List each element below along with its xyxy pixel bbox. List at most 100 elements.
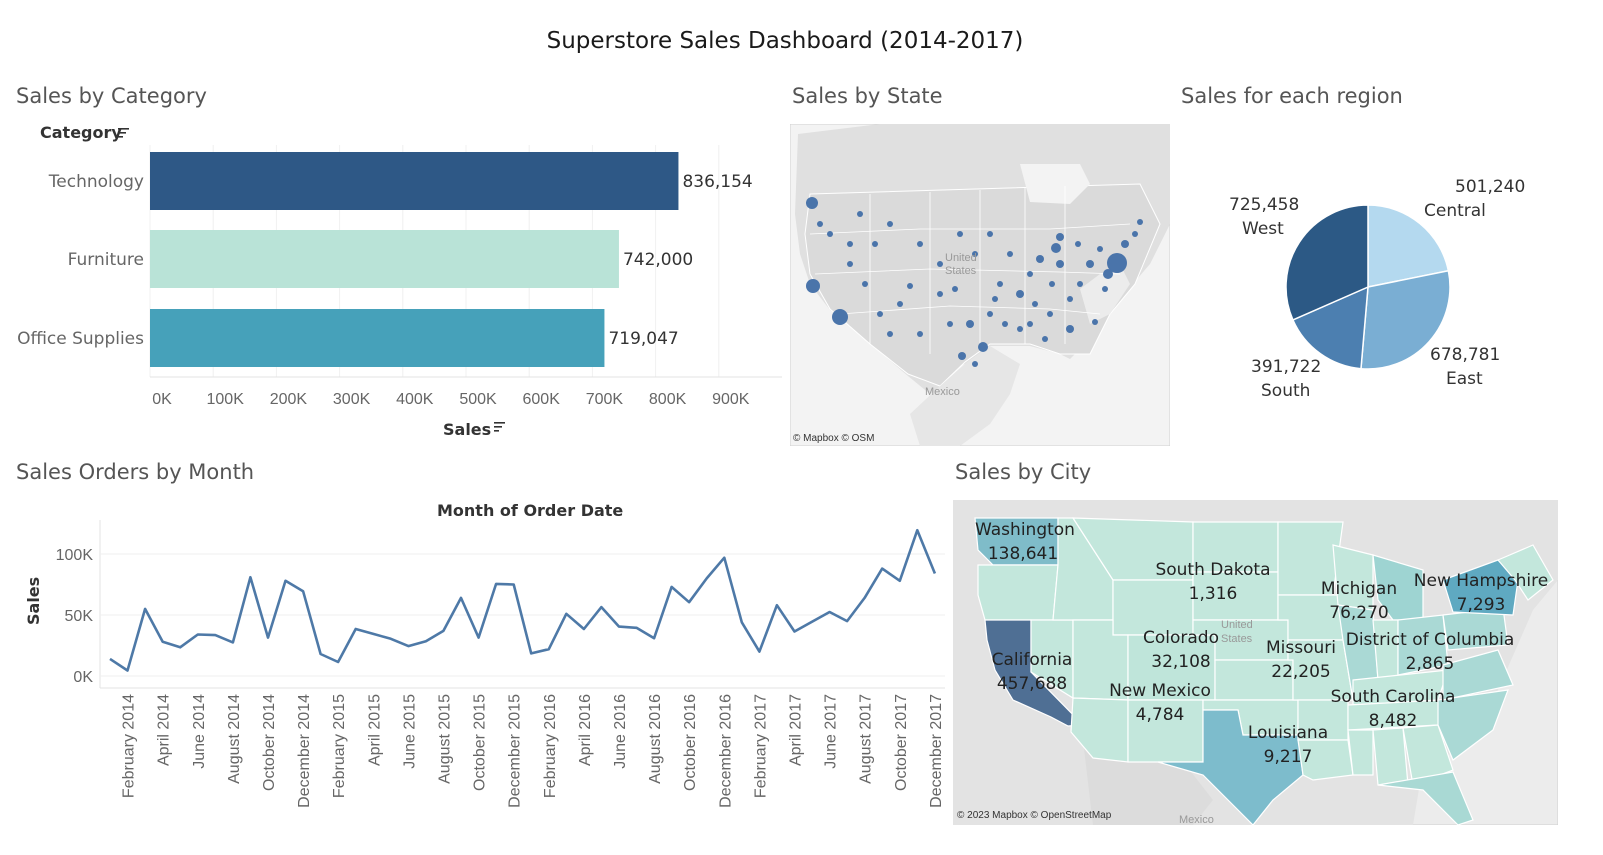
y-axis-title: Sales [24, 577, 43, 625]
state-sales-symbol[interactable] [937, 291, 943, 297]
state-sales-symbol[interactable] [887, 221, 893, 227]
x-tick-label: 300K [333, 391, 371, 408]
state-new-england [1497, 544, 1554, 601]
city-map[interactable]: United States Mexico Washington 138,641 … [953, 500, 1558, 825]
state-sales-symbol[interactable] [1027, 321, 1033, 327]
bar-furniture[interactable] [150, 230, 619, 288]
state-sales-symbol[interactable] [972, 251, 978, 257]
state-sales-symbol[interactable] [1042, 336, 1048, 342]
state-sales-symbol[interactable] [1016, 290, 1024, 298]
state-sales-symbol[interactable] [987, 231, 993, 237]
state-sales-symbol[interactable] [897, 301, 903, 307]
x-tick-label: June 2016 [612, 694, 629, 769]
state-sales-symbol[interactable] [917, 331, 923, 337]
state-arizona [1070, 697, 1129, 763]
state-sales-symbol[interactable] [1102, 286, 1108, 292]
state-sales-symbol[interactable] [1086, 260, 1094, 268]
pie-slice-south[interactable] [1291, 285, 1369, 370]
bar-technology[interactable] [150, 152, 679, 210]
x-tick-label: October 2015 [472, 694, 489, 791]
state-sales-symbol[interactable] [992, 296, 998, 302]
state-sales-symbol[interactable] [987, 311, 993, 317]
month-line-chart: Month of Order Date Sales 0K 50K 100K Febr… [24, 501, 945, 808]
map-land [795, 124, 1170, 446]
x-tick-label: February 2016 [542, 694, 559, 798]
state-sales-symbol[interactable] [1107, 253, 1127, 273]
state-sales-symbol[interactable] [966, 320, 974, 328]
state-sales-symbol[interactable] [958, 352, 966, 360]
map-land-label: United [945, 252, 977, 264]
dashboard-title: Superstore Sales Dashboard (2014-2017) [546, 28, 1024, 54]
pie-slice-west[interactable] [1285, 204, 1369, 321]
state-sales-symbol[interactable] [1047, 311, 1053, 317]
state-sales-symbol[interactable] [997, 281, 1003, 287]
state-sales-symbol[interactable] [1097, 246, 1103, 252]
state-sales-symbol[interactable] [887, 331, 893, 337]
map-land-label: United [1221, 619, 1253, 631]
pie-value-label: 725,458 [1229, 195, 1299, 215]
state-sales-symbol[interactable] [847, 261, 853, 267]
region-name-label: Washington [975, 520, 1075, 540]
category-label[interactable]: Furniture [68, 250, 144, 270]
state-sales-symbol[interactable] [827, 231, 833, 237]
sort-icon[interactable] [494, 422, 505, 432]
state-sales-symbol[interactable] [832, 309, 848, 325]
state-symbols[interactable] [806, 197, 1143, 367]
state-mississippi [1347, 729, 1374, 776]
state-sales-symbol[interactable] [1027, 271, 1033, 277]
x-tick-label: June 2014 [191, 694, 208, 769]
state-sales-symbol[interactable] [1092, 319, 1098, 325]
x-tick-label: February 2015 [331, 694, 348, 798]
state-regions[interactable] [974, 517, 1554, 825]
state-sales-symbol[interactable] [1051, 243, 1061, 253]
bar-office-supplies[interactable] [150, 309, 605, 367]
state-sales-symbol[interactable] [1032, 301, 1038, 307]
state-sales-symbol[interactable] [957, 231, 963, 237]
state-sales-symbol[interactable] [817, 221, 823, 227]
state-sales-symbol[interactable] [947, 321, 953, 327]
state-sales-symbol[interactable] [1137, 219, 1143, 225]
state-sales-symbol[interactable] [857, 211, 863, 217]
state-sales-symbol[interactable] [1121, 240, 1129, 248]
state-sales-symbol[interactable] [1002, 321, 1008, 327]
region-name-label: California [992, 650, 1073, 670]
state-sales-symbol[interactable] [937, 261, 943, 267]
state-map[interactable]: United States Mexico © Mapbox © OSM [790, 124, 1170, 446]
map-credit[interactable]: © 2023 Mapbox © OpenStreetMap [957, 810, 1112, 821]
region-value-label: 8,482 [1369, 711, 1418, 731]
state-sales-symbol[interactable] [806, 279, 820, 293]
region-value-label: 22,205 [1271, 662, 1330, 682]
state-sales-symbol[interactable] [1067, 296, 1073, 302]
pie-slice-east[interactable] [1360, 269, 1451, 370]
state-sales-symbol[interactable] [1036, 255, 1044, 263]
state-sales-symbol[interactable] [1049, 281, 1055, 287]
state-sales-symbol[interactable] [907, 283, 913, 289]
state-sales-symbol[interactable] [1017, 326, 1023, 332]
state-sales-symbol[interactable] [1075, 241, 1081, 247]
state-sales-symbol[interactable] [1077, 281, 1083, 287]
sales-line[interactable] [109, 528, 937, 672]
state-sales-symbol[interactable] [952, 286, 958, 292]
category-label[interactable]: Office Supplies [17, 329, 144, 349]
state-sales-symbol[interactable] [862, 281, 868, 287]
sort-icon[interactable] [118, 128, 129, 138]
state-sales-symbol[interactable] [917, 241, 923, 247]
state-sales-symbol[interactable] [978, 342, 988, 352]
state-sales-symbol[interactable] [1007, 251, 1013, 257]
pie-region-label: Central [1424, 201, 1486, 221]
state-sales-symbol[interactable] [1066, 325, 1074, 333]
state-sales-symbol[interactable] [806, 197, 818, 209]
map-credit[interactable]: © Mapbox © OSM [793, 433, 874, 444]
state-sales-symbol[interactable] [1056, 260, 1064, 268]
state-sales-symbol[interactable] [1132, 231, 1138, 237]
category-label[interactable]: Technology [48, 172, 144, 192]
state-sales-symbol[interactable] [972, 361, 978, 367]
state-sales-symbol[interactable] [1103, 269, 1113, 279]
x-tick-label: August 2017 [858, 694, 875, 784]
state-sales-symbol[interactable] [1056, 233, 1064, 241]
category-bar-chart: Category Technology 836,154 Furniture 742,0… [17, 123, 782, 439]
pie-slice-central[interactable] [1367, 204, 1450, 288]
state-sales-symbol[interactable] [847, 241, 853, 247]
state-sales-symbol[interactable] [872, 241, 878, 247]
state-sales-symbol[interactable] [877, 311, 883, 317]
